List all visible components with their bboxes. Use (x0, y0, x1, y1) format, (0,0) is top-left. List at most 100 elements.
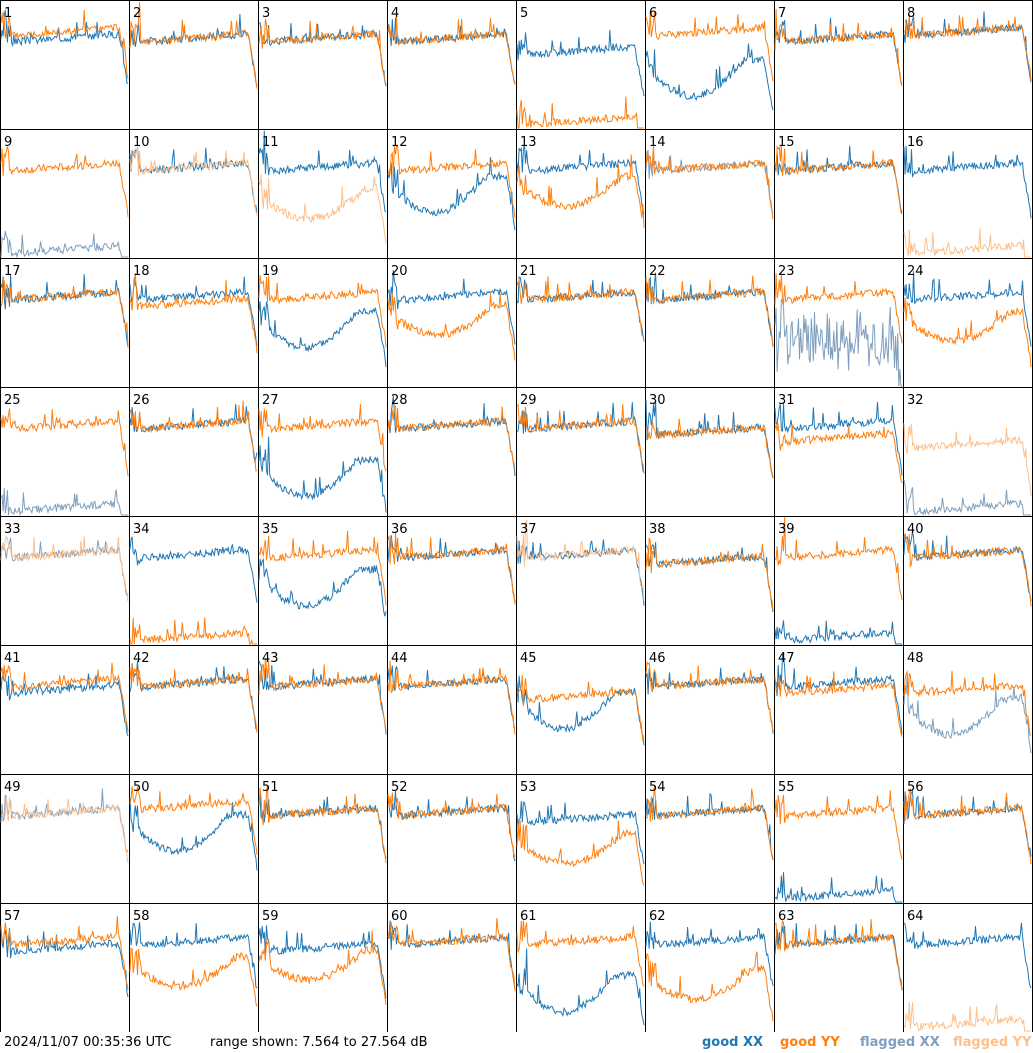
series-yy-line (774, 145, 903, 215)
series-yy-line (0, 796, 129, 864)
panel-label: 33 (4, 522, 21, 537)
panel-28: 28 (387, 387, 517, 517)
series-xx-line (516, 276, 645, 341)
series-yy-line (129, 147, 258, 216)
panel-label: 37 (520, 522, 537, 537)
series-yy-line (774, 423, 903, 483)
series-yy-line (516, 820, 645, 886)
series-yy-line (387, 15, 516, 85)
series-yy-line (645, 145, 774, 220)
panel-6: 6 (645, 0, 775, 130)
series-yy-line (258, 785, 387, 864)
panel-55: 55 (774, 774, 904, 904)
panel-label: 49 (4, 780, 21, 795)
legend-flagged-yy: flagged YY (953, 1035, 1032, 1050)
series-xx-line (0, 274, 129, 348)
panel-label: 22 (649, 264, 666, 279)
panel-11: 11 (258, 129, 388, 259)
series-yy-line (516, 276, 645, 342)
panel-label: 19 (262, 264, 279, 279)
legend-good-xx: good XX (702, 1035, 764, 1050)
series-yy-line (516, 403, 645, 474)
panel-label: 43 (262, 651, 279, 666)
panel-25: 25 (0, 387, 130, 517)
panel-label: 40 (907, 522, 924, 537)
series-xx-line (774, 298, 902, 387)
panel-label: 64 (907, 909, 924, 924)
series-xx-line (645, 149, 774, 213)
panel-label: 17 (4, 264, 21, 279)
legend-flagged-xx: flagged XX (860, 1035, 940, 1050)
series-yy-line (516, 154, 645, 228)
series-yy-line (0, 916, 129, 990)
series-yy-line (0, 278, 129, 348)
series-xx-line (387, 535, 516, 603)
series-xx-line (516, 144, 645, 215)
series-yy-line (258, 174, 387, 244)
panel-label: 51 (262, 780, 279, 795)
series-yy-line (903, 669, 1032, 736)
panel-label: 16 (907, 135, 924, 150)
panel-30: 30 (645, 387, 775, 517)
series-xx-line (0, 230, 128, 259)
series-yy-line (387, 918, 516, 992)
panel-48: 48 (903, 645, 1033, 775)
panel-label: 5 (520, 6, 528, 21)
series-yy-line (0, 146, 129, 217)
series-xx-line (129, 921, 258, 989)
panel-57: 57 (0, 903, 130, 1032)
panel-frame (387, 0, 517, 130)
series-yy-line (258, 658, 387, 733)
panel-5: 5 (516, 0, 646, 130)
panel-8: 8 (903, 0, 1033, 130)
series-xx-line (129, 276, 258, 346)
panel-10: 10 (129, 129, 259, 259)
series-yy-line (774, 516, 903, 601)
series-yy-line (903, 297, 1032, 368)
series-yy-line (903, 14, 1032, 81)
panel-frame (903, 0, 1033, 130)
series-yy-line (774, 273, 903, 344)
series-xx-line (129, 13, 258, 87)
series-xx-line (129, 536, 258, 603)
panel-label: 26 (133, 393, 150, 408)
series-yy-line (387, 292, 516, 361)
panel-62: 62 (645, 903, 775, 1032)
series-yy-line (0, 662, 129, 733)
series-xx-line (258, 558, 387, 617)
panel-label: 42 (133, 651, 150, 666)
series-yy-line (258, 930, 387, 1005)
panel-label: 50 (133, 780, 150, 795)
series-yy-line (774, 671, 903, 737)
series-xx-line (645, 542, 774, 613)
panel-label: 4 (391, 6, 399, 21)
series-xx-line (903, 11, 1032, 83)
panel-23: 23 (774, 258, 904, 388)
panel-40: 40 (903, 516, 1033, 646)
series-xx-line (516, 675, 645, 746)
series-xx-line (129, 403, 258, 463)
panel-29: 29 (516, 387, 646, 517)
series-xx-line (774, 923, 903, 991)
panel-54: 54 (645, 774, 775, 904)
series-yy-line (774, 8, 903, 87)
series-yy-line (0, 535, 129, 602)
panel-label: 8 (907, 6, 915, 21)
panel-label: 61 (520, 909, 537, 924)
panel-label: 35 (262, 522, 279, 537)
panel-label: 48 (907, 651, 924, 666)
panel-1: 1 (0, 0, 130, 130)
series-yy-line (258, 18, 387, 85)
panel-label: 10 (133, 135, 150, 150)
panel-label: 38 (649, 522, 666, 537)
series-xx-line (0, 9, 129, 84)
panel-label: 62 (649, 909, 666, 924)
series-yy-line (129, 400, 258, 472)
series-yy-line (903, 533, 1032, 607)
panel-15: 15 (774, 129, 904, 259)
series-yy-line (129, 2, 258, 89)
series-yy-line (774, 919, 903, 990)
panel-14: 14 (645, 129, 775, 259)
series-xx-line (645, 792, 774, 860)
panel-label: 39 (778, 522, 795, 537)
